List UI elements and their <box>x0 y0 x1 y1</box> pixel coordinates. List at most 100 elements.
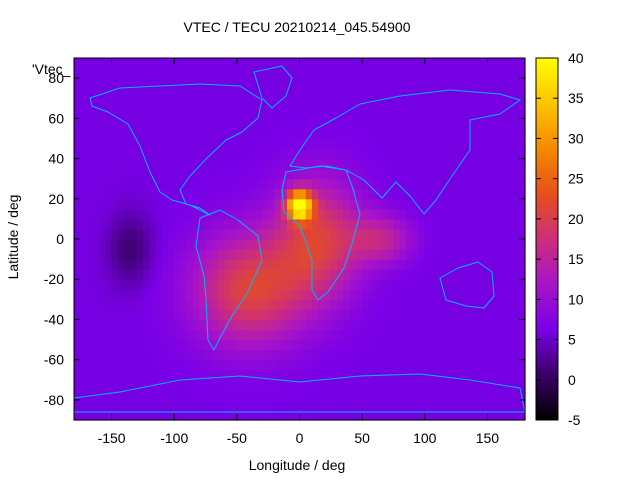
heatmap-cell <box>506 339 514 351</box>
heatmap-cell <box>518 309 526 321</box>
heatmap-cell <box>149 218 157 230</box>
heatmap-cell <box>431 148 438 160</box>
heatmap-cell <box>324 339 332 351</box>
heatmap-cell <box>293 399 301 411</box>
heatmap-cell <box>374 339 382 351</box>
heatmap-cell <box>111 198 119 210</box>
heatmap-cell <box>405 379 413 391</box>
heatmap-cell <box>368 279 376 290</box>
heatmap-cell <box>337 299 344 310</box>
heatmap-cell <box>337 259 344 270</box>
heatmap-cell <box>337 218 344 230</box>
heatmap-cell <box>142 188 150 200</box>
heatmap-cell <box>512 198 520 210</box>
heatmap-cell <box>199 259 207 270</box>
heatmap-cell <box>161 349 169 361</box>
heatmap-cell <box>512 118 520 129</box>
heatmap-cell <box>330 259 338 270</box>
heatmap-cell <box>224 68 232 79</box>
heatmap-cell <box>92 178 100 190</box>
heatmap-cell <box>211 379 219 391</box>
heatmap-cell <box>92 249 100 260</box>
heatmap-cell <box>405 68 413 79</box>
heatmap-cell <box>305 58 313 69</box>
heatmap-cell <box>412 259 420 270</box>
heatmap-cell <box>431 279 438 290</box>
heatmap-cell <box>86 78 94 89</box>
heatmap-cell <box>412 158 420 170</box>
heatmap-cell <box>431 409 438 421</box>
heatmap-cell <box>468 198 476 210</box>
heatmap-cell <box>142 168 150 180</box>
heatmap-cell <box>249 309 257 321</box>
heatmap-cell <box>286 399 294 411</box>
heatmap-cell <box>161 168 169 180</box>
heatmap-cell <box>387 138 395 150</box>
heatmap-cell <box>305 68 313 79</box>
heatmap-cell <box>155 188 163 200</box>
heatmap-cell <box>487 108 495 119</box>
heatmap-cell <box>92 58 100 69</box>
heatmap-cell <box>136 88 144 99</box>
heatmap-cell <box>286 188 294 200</box>
heatmap-cell <box>499 198 507 210</box>
heatmap-cell <box>199 188 207 200</box>
heatmap-cell <box>318 399 326 411</box>
heatmap-cell <box>324 309 332 321</box>
heatmap-cell <box>468 279 476 290</box>
heatmap-cell <box>142 218 150 230</box>
heatmap-cell <box>142 249 150 260</box>
heatmap-cell <box>111 148 119 160</box>
heatmap-cell <box>243 188 250 200</box>
heatmap-cell <box>487 138 495 150</box>
heatmap-cell <box>493 218 501 230</box>
heatmap-cell <box>393 399 401 411</box>
heatmap-cell <box>261 369 269 381</box>
heatmap-cell <box>330 88 338 99</box>
heatmap-cell <box>487 58 495 69</box>
heatmap-cell <box>142 178 150 190</box>
heatmap-cell <box>312 148 319 160</box>
heatmap-cell <box>512 68 520 79</box>
heatmap-cell <box>399 68 407 79</box>
heatmap-cell <box>324 319 332 331</box>
heatmap-cell <box>199 369 207 381</box>
heatmap-cell <box>424 339 432 351</box>
heatmap-cell <box>211 218 219 230</box>
heatmap-cell <box>468 239 476 250</box>
heatmap-cell <box>449 379 457 391</box>
heatmap-cell <box>167 228 175 240</box>
heatmap-cell <box>249 379 257 391</box>
heatmap-cell <box>443 78 451 89</box>
heatmap-cell <box>268 58 276 69</box>
heatmap-cell <box>193 228 200 240</box>
heatmap-cell <box>130 178 138 190</box>
heatmap-cell <box>399 289 407 300</box>
heatmap-cell <box>149 309 157 321</box>
heatmap-cell <box>299 249 307 260</box>
heatmap-cell <box>130 249 138 260</box>
heatmap-cell <box>105 409 113 421</box>
heatmap-cell <box>124 299 131 310</box>
heatmap-cell <box>74 279 81 290</box>
heatmap-cell <box>456 269 463 280</box>
heatmap-cell <box>355 249 363 260</box>
heatmap-cell <box>261 98 269 109</box>
heatmap-cell <box>286 289 294 300</box>
heatmap-cell <box>355 98 363 109</box>
heatmap-cell <box>474 279 482 290</box>
heatmap-cell <box>293 359 301 371</box>
heatmap-cell <box>230 88 238 99</box>
heatmap-cell <box>105 168 113 180</box>
heatmap-cell <box>506 128 514 140</box>
heatmap-cell <box>343 309 351 321</box>
heatmap-cell <box>481 138 489 150</box>
heatmap-cell <box>405 339 413 351</box>
heatmap-cell <box>443 188 451 200</box>
heatmap-cell <box>174 359 182 371</box>
heatmap-cell <box>268 329 276 341</box>
heatmap-cell <box>437 198 445 210</box>
heatmap-cell <box>186 198 194 210</box>
heatmap-cell <box>149 158 157 170</box>
heatmap-cell <box>337 68 344 79</box>
